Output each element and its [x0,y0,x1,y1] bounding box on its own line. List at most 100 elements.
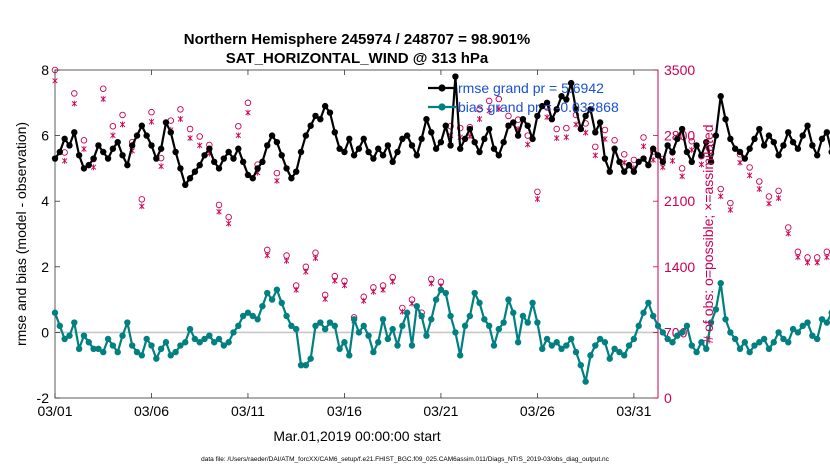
obs-assimilated-point [553,135,560,142]
rmse-point [133,132,141,139]
rmse-point [760,142,768,149]
bias-point [674,332,681,339]
rmse-point [423,116,430,123]
obs-possible-point [138,196,146,203]
obs-assimilated-point [187,135,193,142]
rmse-point [365,148,372,156]
bias-point [746,348,753,356]
rmse-point [775,152,782,159]
rmse-point [539,102,546,110]
rmse-point [770,138,777,146]
bias-point [408,342,416,349]
obs-possible-point [51,66,59,74]
rmse-point [490,145,498,152]
obs-possible-point [794,248,802,256]
rmse-point [447,142,454,149]
bias-point [215,335,223,343]
legend-rmse-marker [438,84,446,92]
rmse-point [751,135,758,143]
rmse-point [379,152,387,159]
rmse-point [210,158,218,166]
rmse-point [254,165,261,172]
bias-point [447,312,454,320]
rmse-point [71,129,78,136]
obs-assimilated-point [312,255,319,262]
obs-possible-point [823,248,830,256]
rmse-point [162,119,170,126]
bias-point [389,325,396,333]
chart-title-line1: Northern Hemisphere 245974 / 248707 = 98… [184,31,530,48]
bias-point [239,312,247,320]
bias-point [403,309,411,316]
bias-point [481,316,488,323]
obs-assimilated-point [428,280,434,287]
rmse-point [90,155,97,162]
obs-possible-point [495,95,503,103]
rmse-point [809,142,816,149]
bias-point [268,296,276,303]
y-axis-label-right: # of obs: o=possible; ×=assimilated [700,124,716,343]
obs-assimilated-point [52,77,58,84]
bias-point [731,335,739,343]
obs-possible-point [148,108,155,116]
y-left-tick-label: 8 [41,62,49,78]
rmse-point [794,145,802,152]
bias-point [577,362,585,369]
rmse-point [567,79,575,87]
rmse-point [104,155,112,162]
rmse-point [621,168,628,175]
obs-possible-point [611,137,618,144]
rmse-point [510,119,517,126]
bias-point [249,312,256,320]
rmse-point [167,129,174,136]
obs-assimilated-point [496,106,502,113]
bias-point [230,329,237,336]
rmse-point [259,158,266,166]
obs-possible-point [456,124,464,132]
rmse-point [558,93,565,100]
rmse-point [326,109,334,116]
rmse-point [293,168,300,175]
rmse-point [703,138,710,146]
bias-point [225,339,232,346]
rmse-point [727,135,734,143]
rmse-point [577,125,585,133]
rmse-point [756,125,763,133]
rmse-point [350,152,358,159]
rmse-point [128,142,136,149]
rmse-point [780,142,787,149]
rmse-point [635,158,642,166]
obs-possible-point [620,151,628,158]
bias-point [278,299,285,307]
rmse-point [466,125,474,133]
obs-assimilated-point [158,163,164,170]
obs-assimilated-point [361,297,367,304]
rmse-point [249,175,256,182]
bias-point [495,325,503,333]
bias-point [273,286,281,293]
obs-assimilated-point [370,288,377,295]
obs-assimilated-point [341,282,348,289]
x-tick-label: 03/16 [327,403,362,419]
obs-assimilated-point [660,164,666,171]
obs-possible-point [775,187,782,195]
rmse-point [457,145,464,152]
bias-point [751,342,758,349]
obs-assimilated-point [61,157,68,164]
bias-point [177,342,184,349]
bias-point [563,342,570,349]
bias-point [432,296,440,303]
obs-possible-point [225,213,232,221]
bias-point [736,345,744,352]
bias-point [186,325,194,333]
obs-assimilated-point [197,142,203,149]
rmse-point [548,116,556,123]
bias-point [259,302,266,310]
bias-point [606,355,613,362]
obs-possible-point [80,137,88,144]
bias-point [442,289,449,297]
bias-point [659,329,667,336]
rmse-point [485,125,493,133]
rmse-point [51,155,59,162]
rmse-point [75,152,83,159]
